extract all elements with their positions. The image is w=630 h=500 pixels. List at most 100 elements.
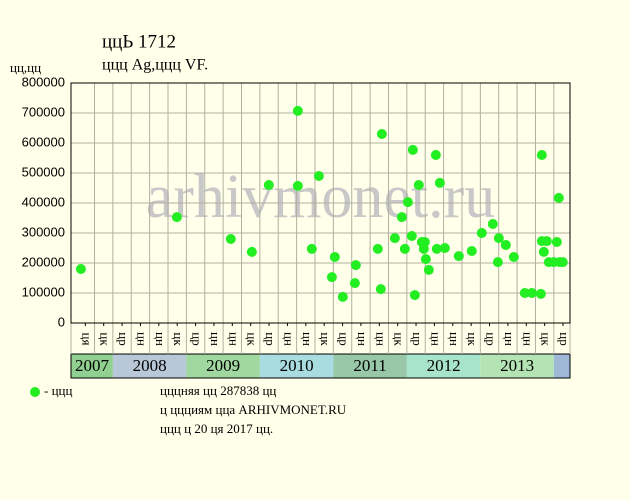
data-point <box>487 219 498 229</box>
data-point <box>535 288 546 299</box>
year-label: 2013 <box>500 356 534 375</box>
data-point <box>492 257 503 268</box>
x-tick-label: цк <box>465 332 480 346</box>
x-tick-label: ця <box>79 333 94 346</box>
data-point <box>350 260 361 271</box>
y-tick-label: 500000 <box>22 164 65 179</box>
data-point <box>420 254 431 265</box>
data-point <box>376 129 387 139</box>
x-tick-label: цр <box>557 332 572 345</box>
x-tick-label: цр <box>190 332 205 345</box>
data-point <box>246 246 257 257</box>
x-tick-label: цн <box>226 332 241 346</box>
data-point <box>389 233 400 244</box>
x-tick-label: цк <box>318 332 333 346</box>
x-tick-label: цр <box>116 332 131 345</box>
data-point <box>329 252 340 262</box>
data-point <box>396 212 407 223</box>
y-tick-label: 200000 <box>22 254 65 269</box>
y-tick-label: 0 <box>58 314 65 329</box>
data-point <box>430 150 441 160</box>
data-point <box>508 252 519 262</box>
data-point <box>263 180 274 190</box>
year-label: 2007 <box>75 356 110 375</box>
year-band <box>112 354 187 378</box>
note: ц ццциям цца ARHIVMONET.RU <box>160 402 347 417</box>
data-point <box>466 246 477 256</box>
data-point <box>407 144 418 155</box>
y-axis-label: цц,цц <box>10 60 41 75</box>
plot-frame <box>70 82 571 324</box>
x-tick-label: цн <box>502 332 517 346</box>
data-point <box>551 237 562 247</box>
y-tick-label: 400000 <box>22 194 65 209</box>
x-tick-label: цк <box>392 332 407 346</box>
data-point <box>476 228 487 238</box>
data-point <box>406 231 417 241</box>
x-tick-label: цн <box>373 332 388 346</box>
year-band <box>71 354 113 378</box>
x-tick-label: цн <box>134 332 149 346</box>
year-band <box>480 354 554 378</box>
data-point <box>500 240 511 250</box>
data-point <box>431 243 442 254</box>
y-tick-label: 600000 <box>22 134 65 149</box>
x-tick-label: цн <box>355 332 370 346</box>
data-point <box>292 105 303 116</box>
data-point <box>225 234 236 244</box>
x-tick-label: цн <box>153 332 168 346</box>
data-point <box>419 237 430 247</box>
x-tick-label: цр <box>410 332 425 345</box>
year-label: 2010 <box>280 356 314 375</box>
year-label: 2009 <box>206 356 240 375</box>
x-tick-label: цк <box>245 332 260 346</box>
data-point <box>439 243 450 253</box>
data-point <box>326 272 337 283</box>
y-tick-label: 700000 <box>22 104 65 119</box>
year-band <box>333 354 407 378</box>
note: цццняя цц 287838 цц <box>160 383 276 398</box>
y-tick-label: 800000 <box>22 74 65 89</box>
x-tick-label: цк <box>539 332 554 346</box>
legend-label: - ццц <box>44 383 72 398</box>
x-tick-label: цн <box>208 332 223 346</box>
data-point <box>306 243 317 254</box>
year-label: 2011 <box>353 356 386 375</box>
x-tick-label: цр <box>337 332 352 345</box>
data-point <box>372 243 383 254</box>
data-point <box>541 236 552 247</box>
data-point <box>536 150 547 160</box>
year-band <box>186 354 260 378</box>
x-tick-label: цн <box>300 332 315 346</box>
chart-subtitle: ццц Ag,ццц VF. <box>102 57 208 74</box>
data-point <box>402 197 413 208</box>
data-point <box>493 233 504 244</box>
note: ццц ц 20 ця 2017 цц. <box>160 421 273 436</box>
data-point <box>519 288 530 298</box>
data-point <box>434 177 445 188</box>
data-point <box>526 288 537 298</box>
x-tick-label: цн <box>520 332 535 346</box>
year-band <box>259 354 334 378</box>
x-tick-label: цн <box>281 332 296 346</box>
data-point <box>337 291 348 302</box>
data-point <box>409 290 420 301</box>
x-tick-label: цк <box>98 332 113 346</box>
data-point <box>453 251 464 262</box>
data-point <box>413 180 424 190</box>
data-point <box>399 243 410 254</box>
x-tick-label: цр <box>263 332 278 345</box>
data-point <box>538 246 549 257</box>
year-frame <box>70 353 571 379</box>
y-tick-label: 300000 <box>22 224 65 239</box>
year-band <box>553 354 570 378</box>
data-point <box>423 264 434 275</box>
data-point <box>553 192 564 203</box>
y-tick-label: 100000 <box>22 284 65 299</box>
x-tick-label: цн <box>447 332 462 346</box>
legend-marker <box>30 387 40 397</box>
data-point <box>171 212 182 223</box>
x-tick-label: цр <box>484 332 499 345</box>
data-point <box>557 257 568 268</box>
